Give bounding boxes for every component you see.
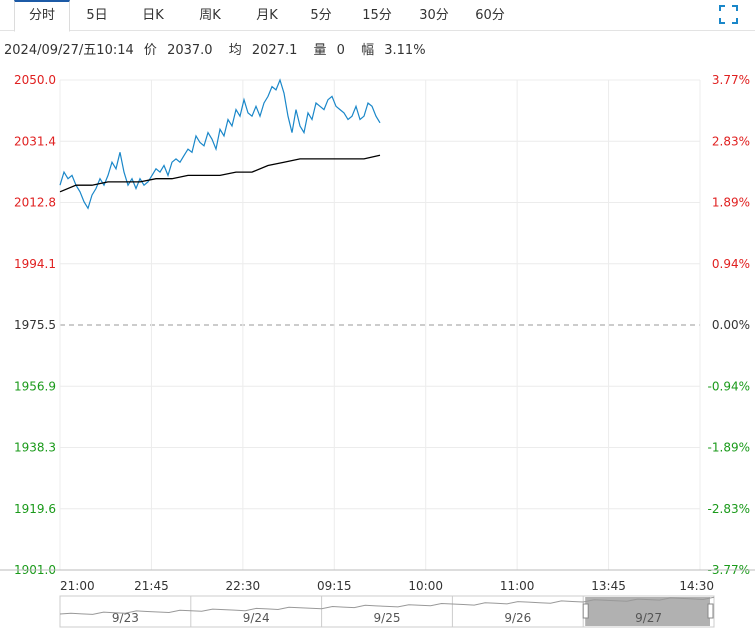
change-value: 3.11% xyxy=(384,43,426,58)
tab-30min[interactable]: 30分 xyxy=(419,8,449,23)
y-tick-label-right: 2.83% xyxy=(712,134,750,148)
navigator-trend-line xyxy=(59,596,715,615)
navigator-handle[interactable] xyxy=(582,603,589,619)
quote-datetime: 2024/09/27/五10:14 xyxy=(4,43,134,58)
quote-info-bar: 2024/09/27/五10:14 价 2037.0 均 2027.1 量 0 … xyxy=(4,39,438,58)
navigator-handle[interactable] xyxy=(707,603,714,619)
navigator-label: 9/23 xyxy=(112,611,139,625)
y-tick-label-right: 3.77% xyxy=(712,73,750,87)
volume-value: 0 xyxy=(336,43,345,58)
x-tick-label: 21:45 xyxy=(134,579,169,590)
price-value: 2037.0 xyxy=(167,43,213,58)
navigator-label: 9/25 xyxy=(374,611,401,625)
range-navigator[interactable]: 9/23 9/24 9/25 9/26 9/27 xyxy=(0,590,755,630)
navigator-selection[interactable] xyxy=(585,597,710,626)
tab-60min[interactable]: 60分 xyxy=(475,8,505,23)
y-tick-label-right: -0.94% xyxy=(708,379,750,393)
tab-monthly-k[interactable]: 月K xyxy=(256,8,278,23)
y-tick-label-right: 0.94% xyxy=(712,257,750,271)
tab-5day[interactable]: 5日 xyxy=(86,8,108,23)
y-tick-label-right: -1.89% xyxy=(708,441,750,455)
y-tick-label-right: 0.00% xyxy=(712,318,750,332)
tab-15min[interactable]: 15分 xyxy=(362,8,392,23)
tab-weekly-k[interactable]: 周K xyxy=(199,8,221,23)
change-label: 幅 xyxy=(361,43,375,58)
intraday-chart[interactable]: 2050.0 3.77% 2031.4 2.83% 2012.8 1.89% 1994.1 0… xyxy=(0,60,755,590)
navigator-label: 9/24 xyxy=(243,611,270,625)
y-tick-label-left: 2031.4 xyxy=(14,134,56,148)
x-tick-label: 13:45 xyxy=(591,579,626,590)
average-line xyxy=(59,154,381,193)
price-label: 价 xyxy=(143,43,157,58)
x-tick-label: 22:30 xyxy=(226,579,261,590)
tab-5min[interactable]: 5分 xyxy=(310,8,332,23)
navigator-label: 9/26 xyxy=(504,611,531,625)
avg-label: 均 xyxy=(228,43,242,58)
tab-daily-k[interactable]: 日K xyxy=(142,8,164,23)
y-tick-label-left: 2050.0 xyxy=(14,73,56,87)
y-tick-label-right: -2.83% xyxy=(708,502,750,516)
y-tick-label-left: 2012.8 xyxy=(14,196,56,210)
fullscreen-icon[interactable] xyxy=(719,5,738,24)
x-tick-label: 10:00 xyxy=(408,579,443,590)
volume-label: 量 xyxy=(313,43,327,58)
x-tick-label: 14:30 xyxy=(679,579,714,590)
x-tick-label: 11:00 xyxy=(500,579,535,590)
y-tick-label-left: 1919.6 xyxy=(14,502,56,516)
price-line xyxy=(59,78,381,210)
tab-intraday[interactable]: 分时 xyxy=(14,0,70,32)
avg-value: 2027.1 xyxy=(251,43,298,58)
navigator-label: 9/27 xyxy=(635,611,662,625)
period-tabbar: 分时 5日 日K 周K 月K 5分 15分 30分 60分 xyxy=(0,0,755,32)
x-tick-label: 21:00 xyxy=(60,579,95,590)
y-tick-label-left: 1994.1 xyxy=(14,257,56,271)
y-tick-label-left: 1975.5 xyxy=(14,318,56,332)
y-tick-label-left: 1938.3 xyxy=(14,441,56,455)
x-tick-label: 09:15 xyxy=(317,579,352,590)
y-tick-label-right: 1.89% xyxy=(712,196,750,210)
y-tick-label-left: 1956.9 xyxy=(14,379,56,393)
